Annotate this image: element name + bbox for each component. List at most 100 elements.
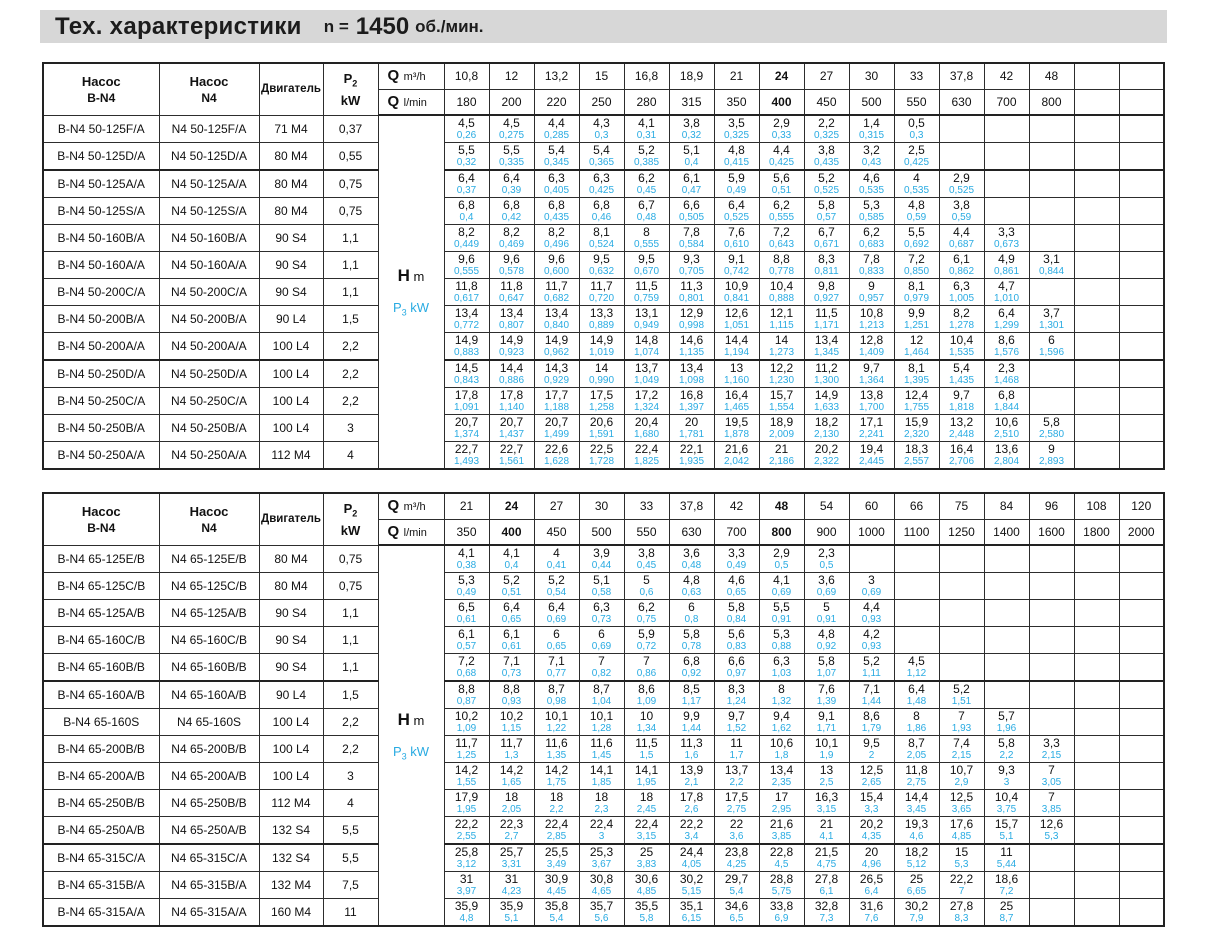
performance-cell: 14,9 1,019 [578, 332, 625, 361]
table-row: B-N4 65-125C/B N4 65-125C/B 80 M4 0,75 5,3 0,… [42, 572, 1165, 600]
performance-cell: 8,6 1,79 [848, 708, 895, 736]
performance-cell: 21,6 2,042 [713, 441, 760, 470]
performance-cell: 32,8 7,3 [803, 898, 850, 927]
performance-cell: 11,5 1,5 [623, 735, 670, 763]
performance-cell: 3,6 0,48 [668, 544, 715, 573]
q-value: 54 [803, 492, 850, 520]
performance-cell [1028, 708, 1075, 736]
performance-cell: 25 3,83 [623, 843, 670, 872]
performance-cell: 5,8 2,2 [983, 735, 1030, 763]
q-value: 33 [893, 62, 940, 90]
performance-cell: 6 0,69 [578, 626, 625, 654]
performance-cell [983, 544, 1030, 573]
performance-cell [1073, 251, 1120, 279]
performance-cell: 13,7 1,049 [623, 359, 670, 388]
q-value: 550 [623, 518, 670, 546]
performance-cell [983, 653, 1030, 682]
performance-cell [1118, 789, 1165, 817]
performance-cell: 21 2,186 [758, 441, 805, 470]
performance-cell: 4,3 0,3 [578, 114, 625, 143]
performance-cell: 9,6 0,555 [443, 251, 490, 279]
performance-cell: 22,2 3,4 [668, 816, 715, 845]
performance-cell: 17,8 1,091 [443, 387, 490, 415]
performance-cell: 6,8 1,844 [983, 387, 1030, 415]
p2-power: 1,1 [322, 653, 379, 682]
performance-cell: 21 4,1 [803, 816, 850, 845]
performance-cell: 5,1 0,58 [578, 572, 625, 600]
q-value: 1000 [848, 518, 895, 546]
performance-cell: 15,9 2,320 [893, 414, 940, 442]
col-header-pump-bn4: Насос B-N4 [42, 62, 160, 116]
q-value: 16,8 [623, 62, 670, 90]
performance-cell: 10,1 1,22 [533, 708, 580, 736]
col-header-p2: P2 kW [322, 62, 379, 116]
performance-cell [1118, 762, 1165, 790]
motor-size: 100 L4 [258, 332, 324, 361]
performance-cell: 7,6 1,39 [803, 680, 850, 709]
performance-cell [1073, 278, 1120, 306]
motor-size: 90 S4 [258, 224, 324, 252]
performance-cell: 15,7 1,554 [758, 387, 805, 415]
performance-cell: 18 2,45 [623, 789, 670, 817]
performance-cell [1118, 251, 1165, 279]
pump-bn4-name: B-N4 50-125S/A [42, 197, 160, 225]
performance-cell: 11,7 0,720 [578, 278, 625, 306]
p2-power: 0,75 [322, 197, 379, 225]
performance-cell: 7 0,86 [623, 653, 670, 682]
performance-cell: 6,8 0,46 [578, 197, 625, 225]
performance-cell: 10 1,34 [623, 708, 670, 736]
performance-cell: 7,1 0,77 [533, 653, 580, 682]
performance-cell: 10,9 0,841 [713, 278, 760, 306]
performance-cell: 6,8 0,92 [668, 653, 715, 682]
performance-cell: 5,2 0,525 [803, 169, 850, 198]
performance-cell: 4 0,41 [533, 544, 580, 573]
performance-cell: 3,7 1,301 [1028, 305, 1075, 333]
performance-cell [1028, 387, 1075, 415]
performance-cell: 9,6 0,600 [533, 251, 580, 279]
performance-cell: 8,3 0,811 [803, 251, 850, 279]
motor-size: 90 S4 [258, 653, 324, 682]
performance-cell: 9,3 0,705 [668, 251, 715, 279]
performance-cell: 8,2 0,496 [533, 224, 580, 252]
performance-cell: 9,8 0,927 [803, 278, 850, 306]
performance-cell: 21,5 4,75 [803, 843, 850, 872]
performance-cell [1028, 653, 1075, 682]
p2-power: 1,1 [322, 599, 379, 627]
performance-cell: 17 2,95 [758, 789, 805, 817]
performance-cell: 4,1 0,38 [443, 544, 490, 573]
performance-cell: 12,8 1,409 [848, 332, 895, 361]
q-value: 96 [1028, 492, 1075, 520]
performance-cell: 7 0,82 [578, 653, 625, 682]
pump-bn4-name: B-N4 50-200A/A [42, 332, 160, 361]
performance-cell: 18,6 7,2 [983, 871, 1030, 899]
performance-cell [1118, 680, 1165, 709]
pump-bn4-name: B-N4 65-125E/B [42, 544, 160, 573]
performance-cell [1118, 332, 1165, 361]
performance-cell: 8 1,32 [758, 680, 805, 709]
q-value: 1100 [893, 518, 940, 546]
performance-cell: 11,7 0,682 [533, 278, 580, 306]
performance-cell [1073, 735, 1120, 763]
performance-cell [1073, 599, 1120, 627]
col-header-pump-bn4: Насос B-N4 [42, 492, 160, 546]
performance-cell [1073, 816, 1120, 845]
performance-cell [1118, 169, 1165, 198]
performance-cell: 26,5 6,4 [848, 871, 895, 899]
performance-cell: 3,6 0,69 [803, 572, 850, 600]
performance-cell: 2,9 0,525 [938, 169, 985, 198]
performance-cell: 4,5 0,275 [488, 114, 535, 143]
performance-cell: 22,2 2,55 [443, 816, 490, 845]
p2-power: 0,37 [322, 114, 379, 143]
performance-cell: 7,1 0,73 [488, 653, 535, 682]
performance-cell: 2,9 0,5 [758, 544, 805, 573]
table-row: B-N4 50-200C/A N4 50-200C/A 90 S4 1,1 11,8 0,… [42, 278, 1165, 306]
motor-size: 80 M4 [258, 544, 324, 573]
performance-cell: 22,7 1,493 [443, 441, 490, 470]
performance-cell: 12,5 2,65 [848, 762, 895, 790]
performance-cell: 10,4 3,75 [983, 789, 1030, 817]
performance-cell: 9,1 0,742 [713, 251, 760, 279]
performance-cell: 14,4 0,886 [488, 359, 535, 388]
performance-cell: 17,2 1,324 [623, 387, 670, 415]
performance-cell: 6,6 0,97 [713, 653, 760, 682]
motor-size: 132 S4 [258, 816, 324, 845]
